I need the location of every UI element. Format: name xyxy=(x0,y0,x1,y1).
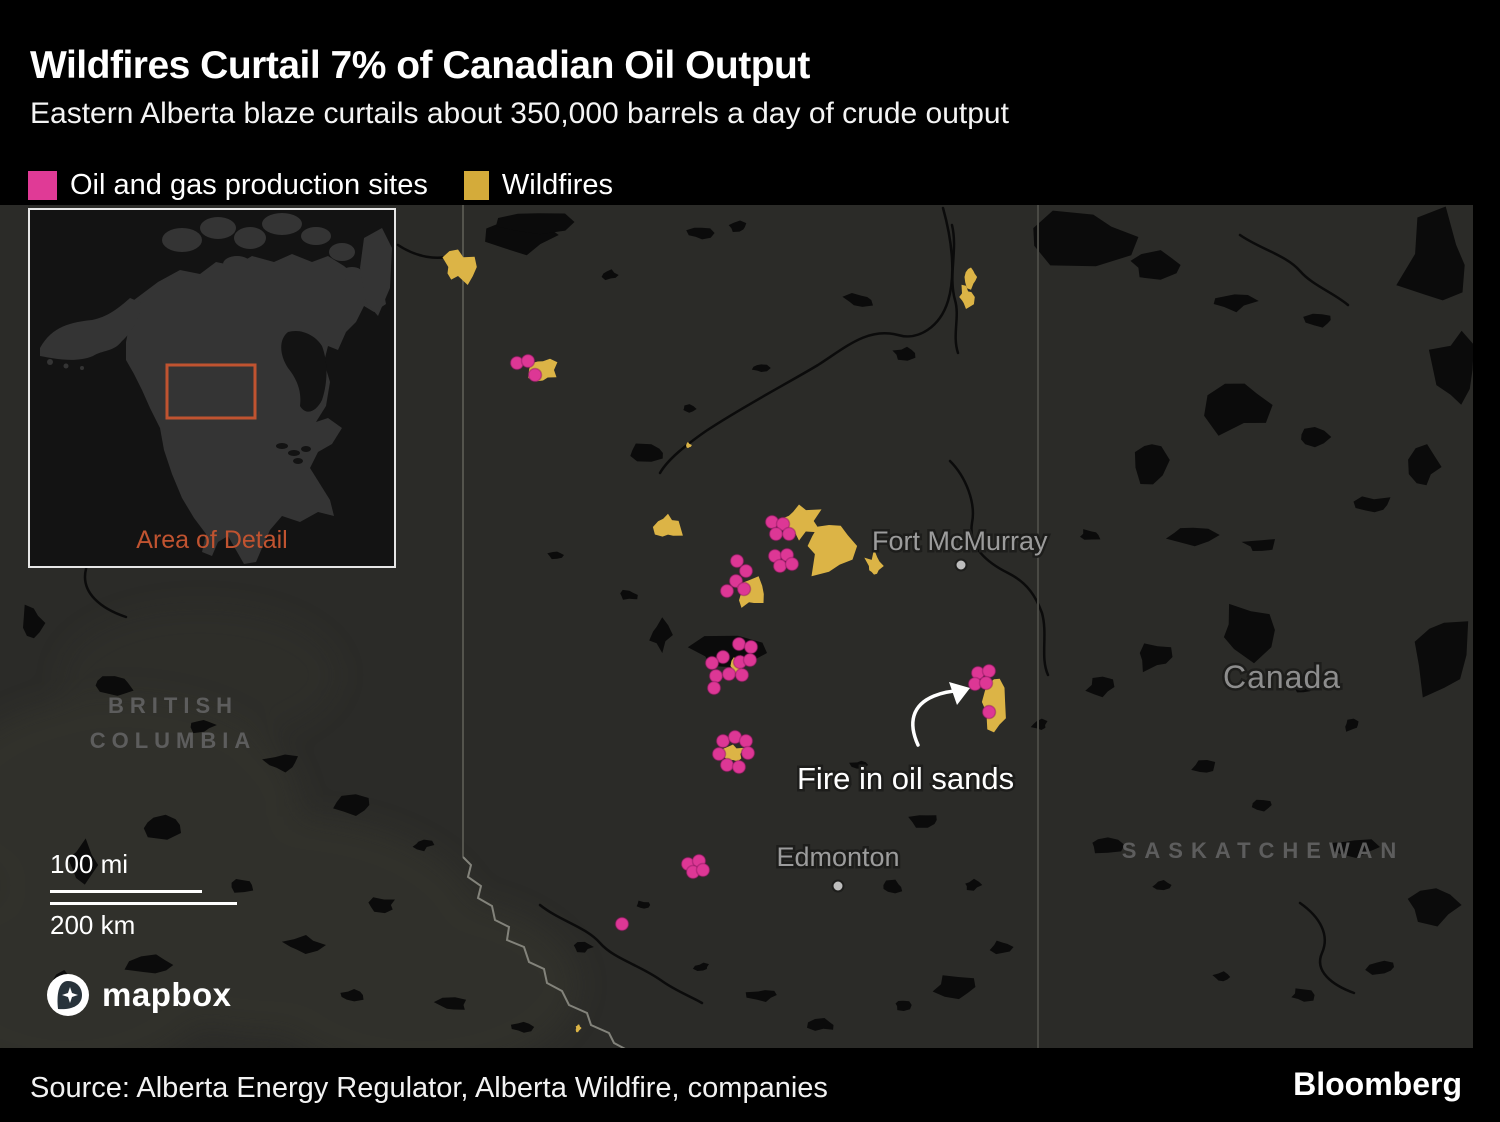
wildfire-marker xyxy=(686,441,692,449)
page-title: Wildfires Curtail 7% of Canadian Oil Out… xyxy=(30,44,810,87)
inset-locator-map: Area of Detail xyxy=(28,208,396,568)
annotation-text-layer: Fire in oil sands xyxy=(795,759,1017,799)
page-subtitle: Eastern Alberta blaze curtails about 350… xyxy=(30,97,1009,130)
production-site-marker xyxy=(704,655,720,671)
production-site-marker xyxy=(731,759,747,775)
map-scale: 100 mi 200 km xyxy=(50,851,237,938)
mapbox-attribution: mapbox xyxy=(46,973,232,1017)
map-label-saskatchewan: SASKATCHEWAN xyxy=(1122,838,1405,863)
production-site-marker xyxy=(731,636,747,652)
production-site-marker xyxy=(711,746,727,762)
production-site-marker xyxy=(981,704,997,720)
place-labels-layer: Fort McMurray Edmonton Canada BRITISH COLUMB… xyxy=(90,524,1405,893)
map-label-fort-mcmurray: Fort McMurray xyxy=(872,526,1048,556)
production-site-marker xyxy=(768,526,784,542)
lakes-layer xyxy=(23,206,1473,1033)
wildfire-marker xyxy=(575,1024,582,1033)
production-site-marker xyxy=(728,573,744,589)
wildfire-marker xyxy=(652,513,683,537)
scale-km-label: 200 km xyxy=(50,910,136,940)
map-label-edmonton: Edmonton xyxy=(776,842,899,872)
production-site-marker xyxy=(775,516,791,532)
mapbox-wordmark: mapbox xyxy=(102,976,232,1013)
production-site-marker xyxy=(527,367,543,383)
map-canvas[interactable]: Fort McMurray Edmonton Canada BRITISH COLUMB… xyxy=(0,205,1473,1048)
production-site-marker xyxy=(784,556,800,572)
wildfire-marker xyxy=(720,744,745,762)
map-label-british-columbia: BRITISH xyxy=(108,693,238,718)
city-dot-fort-mcmurray xyxy=(954,558,968,572)
wildfire-marker xyxy=(981,678,1006,733)
production-site-marker xyxy=(742,652,758,668)
production-site-marker xyxy=(734,667,750,683)
production-site-marker xyxy=(781,526,797,542)
legend-swatch-wildfires xyxy=(463,171,489,200)
annotation-arrow xyxy=(911,682,970,747)
legend-label-sites: Oil and gas production sites xyxy=(70,169,428,201)
legend: Oil and gas production sites Wildfires xyxy=(28,169,613,202)
legend-item-sites: Oil and gas production sites xyxy=(28,169,428,202)
production-site-marker xyxy=(738,733,754,749)
mapbox-logo-icon xyxy=(47,974,89,1016)
legend-label-wildfires: Wildfires xyxy=(501,169,614,201)
production-site-marker xyxy=(772,558,788,574)
production-site-marker xyxy=(736,581,752,597)
production-site-marker xyxy=(721,666,737,682)
wildfire-marker xyxy=(807,525,858,577)
production-site-marker xyxy=(740,745,756,761)
production-site-marker xyxy=(743,639,759,655)
production-site-marker xyxy=(729,553,745,569)
footer-bar: Source: Alberta Energy Regulator, Albert… xyxy=(0,1048,1500,1122)
wildfire-marker xyxy=(442,249,477,285)
production-site-marker xyxy=(706,680,722,696)
annotation-fire-in-oil-sands: Fire in oil sands xyxy=(797,761,1014,796)
wildfire-marker xyxy=(776,504,822,541)
wildfire-marker xyxy=(959,284,975,309)
production-site-marker xyxy=(978,675,994,691)
production-site-marker xyxy=(520,353,536,369)
production-site-marker xyxy=(695,862,711,878)
production-site-marker xyxy=(738,563,754,579)
source-text: Source: Alberta Energy Regulator, Albert… xyxy=(30,1072,828,1104)
legend-swatch-sites xyxy=(28,171,57,200)
production-site-marker xyxy=(715,649,731,665)
province-borders xyxy=(462,205,1039,1048)
north-america-silhouette xyxy=(40,213,392,564)
scale-miles-label: 100 mi xyxy=(50,849,129,879)
legend-item-wildfires: Wildfires xyxy=(463,169,614,202)
wildfire-marker xyxy=(964,267,978,290)
production-sites-layer xyxy=(509,353,997,932)
production-site-marker xyxy=(715,733,731,749)
production-site-marker xyxy=(719,757,735,773)
production-site-marker xyxy=(614,916,630,932)
area-of-detail-rect xyxy=(165,363,257,420)
production-site-marker xyxy=(981,663,997,679)
city-dot-edmonton xyxy=(831,879,845,893)
scale-km-bar xyxy=(50,902,237,905)
scale-miles-bar xyxy=(50,890,202,893)
bloomberg-logo: Bloomberg xyxy=(1293,1066,1462,1102)
wildfire-marker xyxy=(864,549,884,575)
area-of-detail-label: Area of Detail xyxy=(136,526,288,554)
map-label-canada: Canada xyxy=(1223,659,1341,695)
production-site-marker xyxy=(719,583,735,599)
production-site-marker xyxy=(708,668,724,684)
map-label-british-columbia: COLUMBIA xyxy=(90,728,257,753)
